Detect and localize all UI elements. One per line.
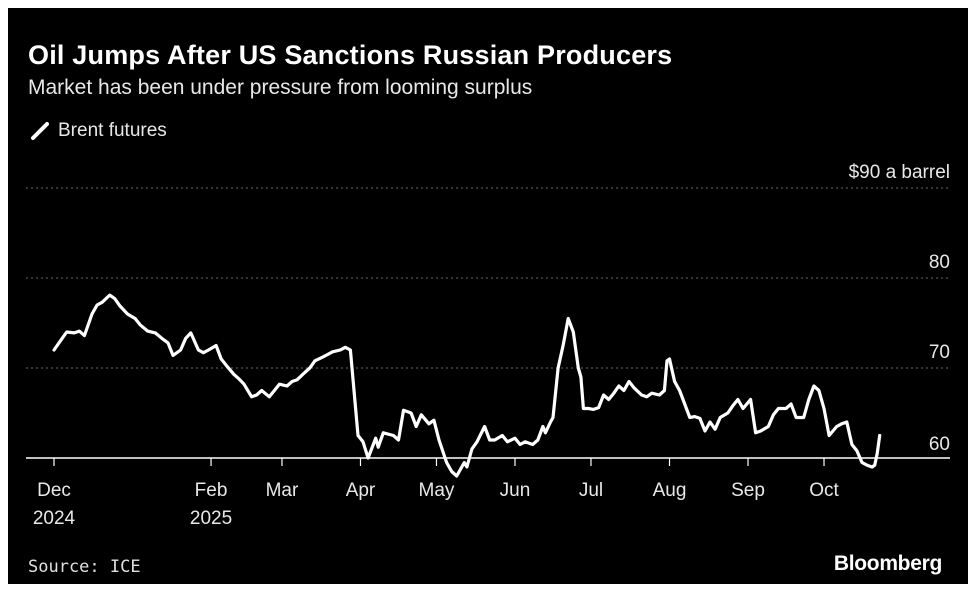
legend-line-icon (31, 122, 49, 140)
x-tick-label: Apr (346, 480, 376, 501)
line-chart: $90 a barrel 80 70 60 Dec 2024 Feb 2025 Mar Apr Ma… (26, 162, 950, 529)
x-tick-sublabel: 2025 (190, 508, 232, 529)
chart-card: Oil Jumps After US Sanctions Russian Pro… (8, 8, 968, 584)
x-tick-label: Mar (266, 480, 299, 501)
y-tick-label: 80 (929, 252, 950, 273)
x-tick-label: Jun (500, 480, 531, 501)
y-tick-label: 70 (929, 342, 950, 363)
x-tick-label: Sep (731, 480, 765, 501)
x-tick-label: Dec (37, 480, 71, 501)
bloomberg-logo: Bloomberg (833, 552, 942, 575)
legend-label: Brent futures (58, 120, 167, 141)
x-tick-sublabel: 2024 (33, 508, 76, 529)
x-tick-label: Aug (653, 480, 687, 501)
x-tick-label: Jul (579, 480, 603, 501)
legend: Brent futures (30, 120, 167, 142)
x-tick-label: Oct (809, 480, 839, 501)
x-tick-label: May (419, 480, 455, 501)
y-tick-label: 60 (929, 434, 950, 455)
chart-title: Oil Jumps After US Sanctions Russian Pro… (28, 40, 673, 70)
chart-subtitle: Market has been under pressure from loom… (28, 76, 533, 99)
x-tick-label: Feb (195, 480, 228, 501)
y-tick-label: $90 a barrel (849, 162, 950, 183)
source-note: Source: ICE (28, 557, 141, 577)
series-line-brent-futures (52, 293, 882, 478)
